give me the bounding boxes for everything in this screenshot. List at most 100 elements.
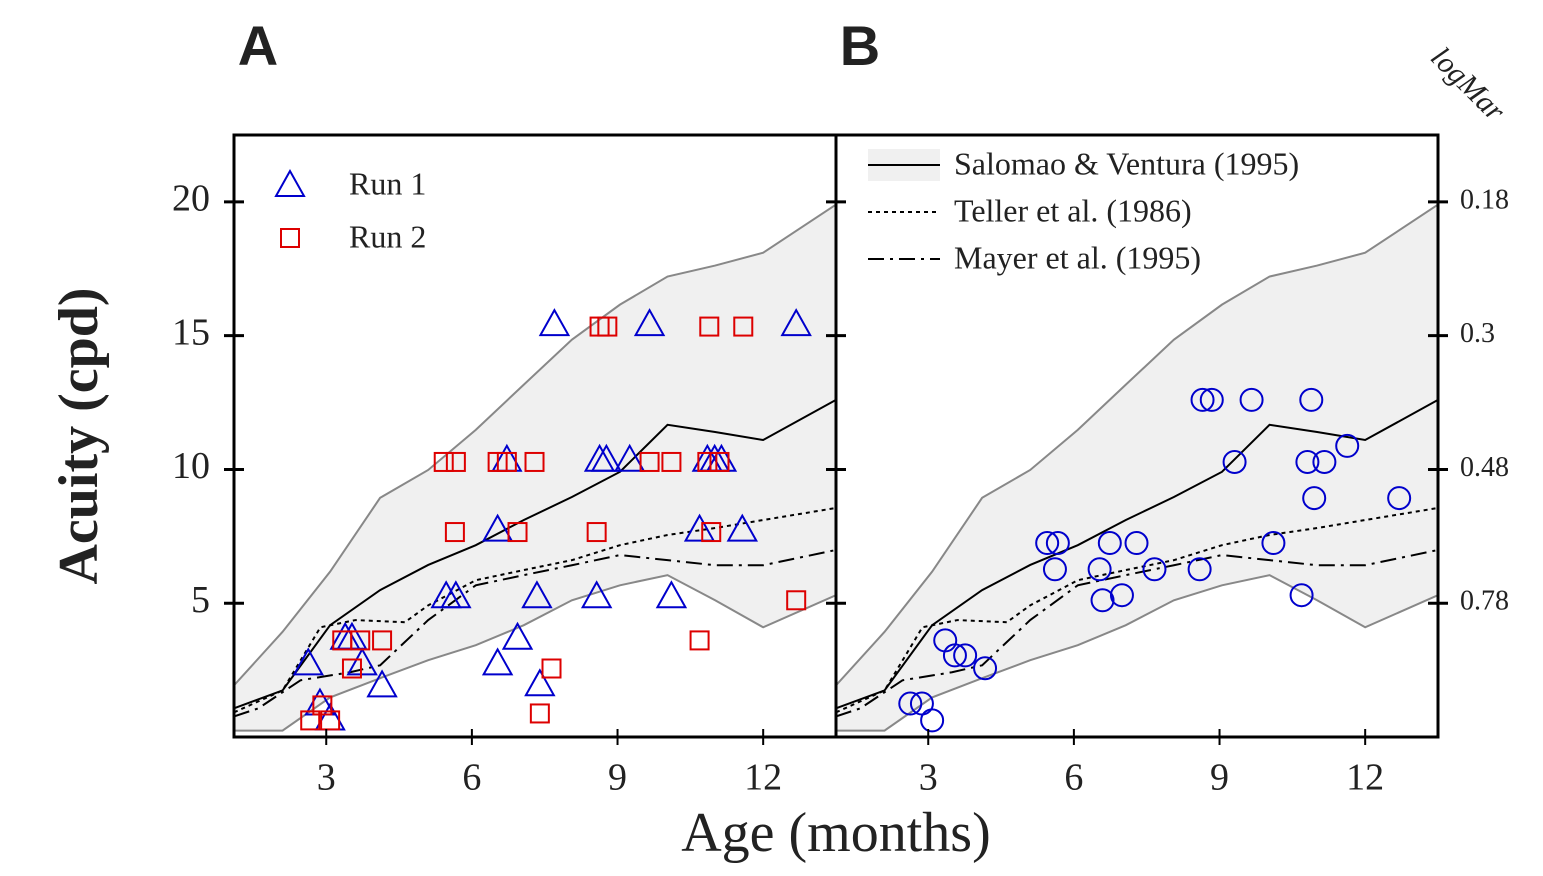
circle-marker: [1045, 531, 1070, 556]
square-marker: [786, 590, 807, 611]
x-tick-label: 12: [744, 757, 782, 799]
circle-marker: [1299, 387, 1324, 412]
y2-axis-title: logMar: [1424, 41, 1511, 128]
x-tick-label: 3: [919, 757, 938, 799]
square-marker: [697, 451, 718, 472]
square-marker: [529, 703, 550, 724]
circle-marker: [1261, 531, 1286, 556]
y2-tick-label: 0.48: [1460, 452, 1509, 483]
triangle-marker: [580, 580, 613, 609]
circle-marker: [1302, 486, 1327, 511]
triangle-marker: [501, 621, 534, 650]
circle-marker: [898, 691, 923, 716]
reference-line: [234, 549, 836, 718]
panel-label: B: [840, 14, 880, 77]
reference-band: [234, 204, 836, 731]
triangle-marker: [780, 308, 812, 337]
x-axis-title: Age (months): [681, 802, 991, 864]
circle-marker: [1035, 531, 1060, 556]
triangle-marker: [366, 669, 398, 698]
circle-marker: [1387, 486, 1412, 511]
plot-area: [836, 203, 1438, 733]
y-axis-title: Acuity (cpd): [48, 287, 110, 584]
triangle-marker: [292, 647, 324, 676]
circle-marker: [1087, 557, 1112, 582]
square-marker: [733, 316, 754, 337]
square-marker: [341, 658, 362, 679]
band-edge: [234, 203, 836, 687]
triangle-marker: [633, 308, 666, 337]
x-tick-label: 6: [1064, 757, 1083, 799]
triangle-marker: [521, 580, 553, 609]
y2-tick-label: 0.3: [1460, 318, 1495, 349]
circle-marker: [1239, 387, 1264, 412]
band-edge: [836, 203, 1438, 687]
x-tick-label: 9: [1210, 757, 1229, 799]
y-tick-label: 5: [191, 579, 210, 621]
triangle-marker: [346, 647, 378, 676]
square-marker: [597, 316, 618, 337]
reference-band: [836, 204, 1438, 731]
square-marker: [586, 522, 607, 543]
square-marker: [280, 228, 300, 248]
triangle-marker: [481, 513, 514, 542]
circle-marker: [942, 643, 967, 668]
plot-frame: [834, 133, 1440, 739]
circle-marker: [1222, 449, 1247, 474]
circle-marker: [920, 708, 945, 733]
square-marker: [541, 658, 562, 679]
x-tick-label: 12: [1346, 757, 1384, 799]
circle-marker: [1335, 433, 1360, 458]
panel-label: A: [238, 14, 278, 77]
legend-label: Mayer et al. (1995): [954, 239, 1201, 275]
triangle-marker: [440, 580, 472, 609]
square-marker: [433, 451, 454, 472]
triangle-marker: [613, 443, 646, 472]
reference-line: [836, 506, 1438, 714]
triangle-marker: [655, 580, 688, 609]
circle-marker: [1124, 531, 1149, 556]
square-marker: [350, 630, 371, 651]
square-marker: [701, 522, 722, 543]
x-tick-label: 6: [462, 757, 481, 799]
triangle-marker: [590, 443, 623, 472]
square-marker: [300, 710, 321, 731]
circle-marker: [1090, 588, 1115, 613]
square-marker: [699, 316, 720, 337]
circle-marker: [1097, 531, 1122, 556]
triangle-marker: [274, 168, 306, 197]
square-marker: [445, 451, 466, 472]
square-marker: [661, 451, 682, 472]
square-marker: [320, 710, 341, 731]
circle-marker: [1295, 449, 1320, 474]
y2-tick-label: 0.78: [1460, 586, 1509, 617]
legend-label: Run 1: [349, 165, 426, 201]
circle-marker: [1312, 449, 1337, 474]
y-tick-label: 15: [172, 311, 210, 353]
y-tick-label: 20: [172, 178, 210, 220]
square-marker: [709, 451, 730, 472]
circle-marker: [1042, 557, 1067, 582]
reference-line: [836, 549, 1438, 718]
triangle-marker: [726, 513, 759, 542]
square-marker: [507, 522, 528, 543]
square-marker: [689, 630, 710, 651]
x-tick-label: 3: [317, 757, 336, 799]
circle-marker: [1199, 387, 1224, 412]
square-marker: [372, 630, 393, 651]
circle-marker: [1187, 557, 1212, 582]
triangle-marker: [481, 647, 514, 676]
circle-marker: [1109, 583, 1134, 608]
circle-marker: [973, 656, 998, 681]
square-marker: [639, 451, 660, 472]
y-tick-label: 10: [172, 445, 210, 487]
square-marker: [524, 451, 545, 472]
circle-marker: [953, 643, 978, 668]
square-marker: [496, 451, 517, 472]
triangle-marker: [683, 513, 716, 542]
y2-tick-label: 0.18: [1460, 184, 1509, 215]
plot-area: [234, 203, 836, 732]
x-tick-label: 9: [608, 757, 627, 799]
legend-label: Teller et al. (1986): [954, 192, 1192, 228]
